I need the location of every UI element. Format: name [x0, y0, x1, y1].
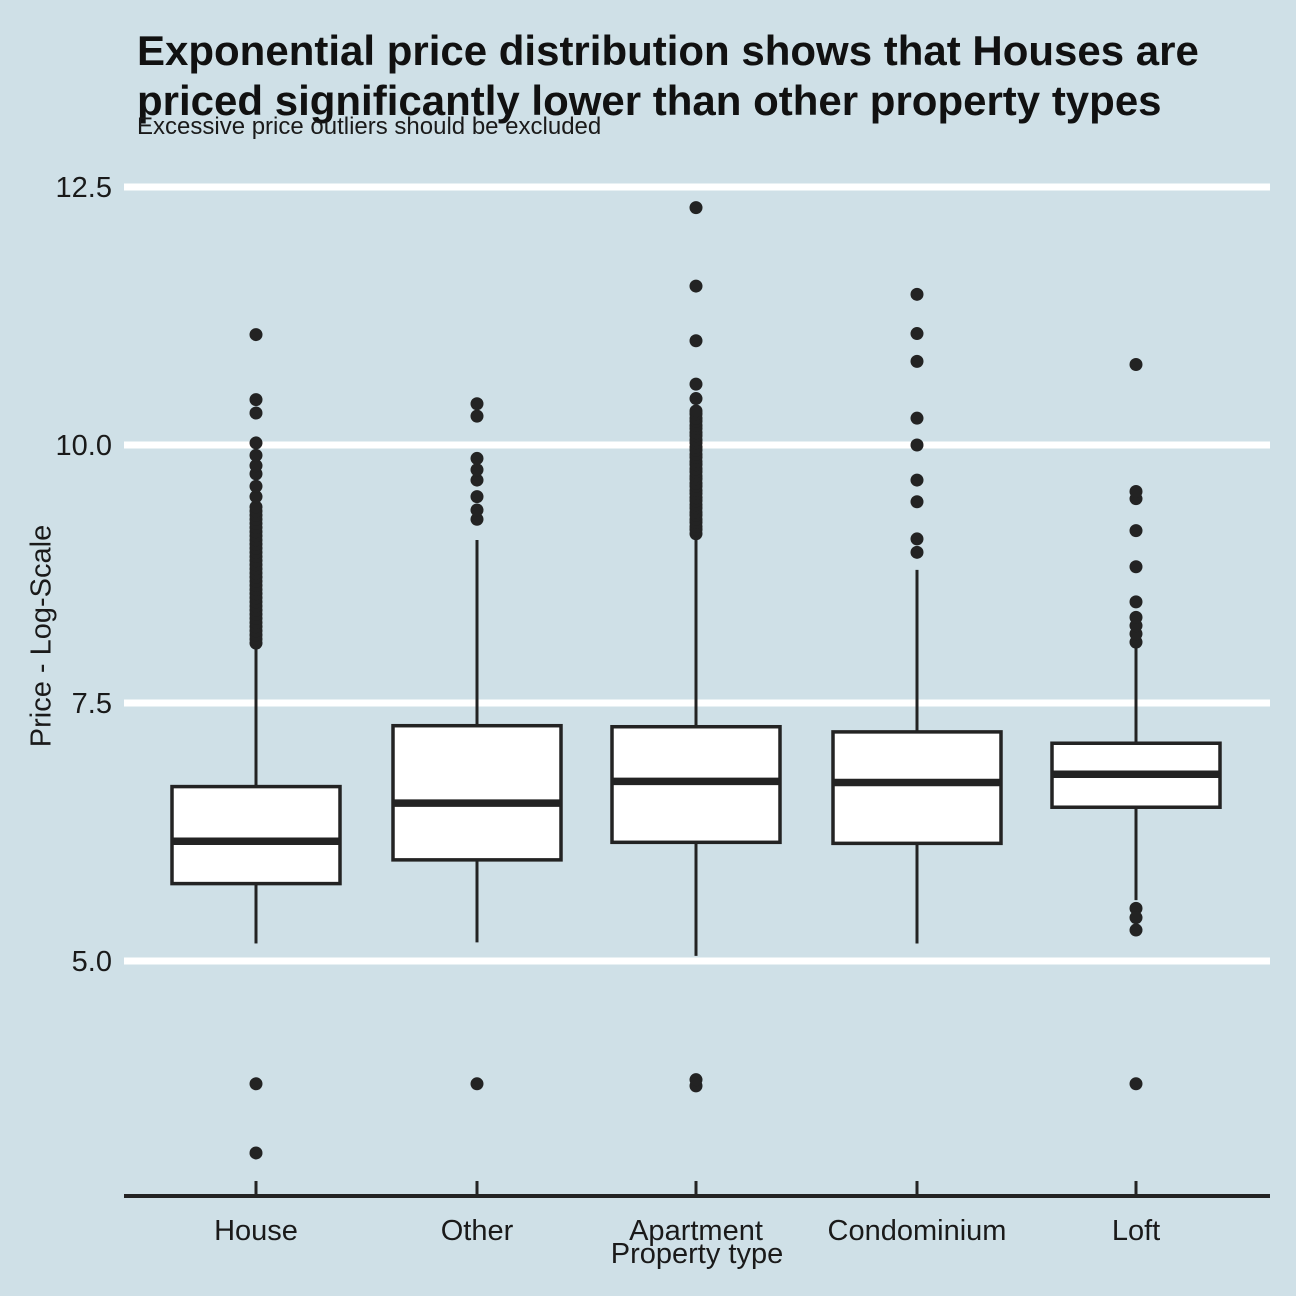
outlier-dot-condominium: [910, 545, 924, 559]
outlier-dot-condominium: [910, 354, 924, 368]
y-tick-label: 5.0: [72, 946, 112, 978]
x-tick-label-other: Other: [441, 1215, 514, 1247]
outlier-dot-condominium: [910, 327, 924, 341]
outlier-dot-loft: [1129, 524, 1143, 538]
chart-title: Exponential price distribution shows tha…: [137, 27, 1199, 125]
x-tick-label-house: House: [214, 1215, 298, 1247]
outlier-dot-condominium: [910, 532, 924, 546]
outlier-dot-apartment: [689, 404, 703, 418]
outlier-dot-house: [249, 448, 263, 462]
outlier-dot-apartment: [689, 1073, 703, 1087]
outlier-dot-loft: [1129, 610, 1143, 624]
outlier-dot-house: [249, 393, 263, 407]
outlier-dot-house: [249, 1146, 263, 1160]
y-tick-label: 10.0: [56, 430, 112, 462]
outlier-dot-apartment: [689, 279, 703, 293]
box-condominium: [831, 730, 1003, 846]
outlier-dot-condominium: [910, 473, 924, 487]
x-tick-label-loft: Loft: [1112, 1215, 1160, 1247]
outlier-dot-other: [470, 397, 484, 411]
gridline-y-5: [124, 957, 1270, 965]
outlier-dot-other: [470, 451, 484, 465]
outlier-dot-apartment: [689, 334, 703, 348]
outlier-dot-loft: [1129, 911, 1143, 925]
x-tick-label-apartment: Apartment: [629, 1215, 763, 1247]
chart-subtitle: Excessive price outliers should be exclu…: [137, 113, 602, 140]
x-tick-label-condominium: Condominium: [828, 1215, 1007, 1247]
outlier-dot-loft: [1129, 923, 1143, 937]
outlier-dot-other: [470, 473, 484, 487]
outlier-dot-other: [470, 503, 484, 517]
outlier-dot-loft: [1129, 560, 1143, 574]
y-tick-label: 12.5: [56, 172, 112, 204]
outlier-dot-house: [249, 459, 263, 473]
outlier-dot-house: [249, 406, 263, 420]
outlier-dot-apartment: [689, 392, 703, 406]
box-house: [170, 784, 342, 886]
outlier-dot-condominium: [910, 287, 924, 301]
outlier-dot-condominium: [910, 438, 924, 452]
outlier-dot-apartment: [689, 201, 703, 215]
outlier-dot-loft: [1129, 595, 1143, 609]
outlier-dot-loft: [1129, 484, 1143, 498]
y-tick-label: 7.5: [72, 688, 112, 720]
outlier-dot-house: [249, 500, 263, 514]
x-axis-title: Property type: [610, 1238, 784, 1270]
outlier-dot-other: [470, 409, 484, 423]
outlier-dot-other: [470, 512, 484, 526]
outlier-dot-house: [249, 479, 263, 493]
outlier-dot-apartment: [689, 377, 703, 391]
outlier-dot-other: [470, 463, 484, 477]
outlier-dot-loft: [1129, 901, 1143, 915]
outlier-dot-other: [470, 490, 484, 504]
outlier-dot-condominium: [910, 411, 924, 425]
gridline-y-12.5: [124, 183, 1270, 191]
outlier-dot-house: [249, 328, 263, 342]
outlier-dot-loft: [1129, 1077, 1143, 1091]
outlier-dot-house: [249, 436, 263, 450]
outlier-dot-condominium: [910, 495, 924, 509]
outlier-dot-house: [249, 1077, 263, 1091]
outlier-dot-other: [470, 1077, 484, 1091]
box-other: [391, 723, 563, 862]
outlier-dot-house: [249, 490, 263, 504]
outlier-dot-loft: [1129, 358, 1143, 372]
